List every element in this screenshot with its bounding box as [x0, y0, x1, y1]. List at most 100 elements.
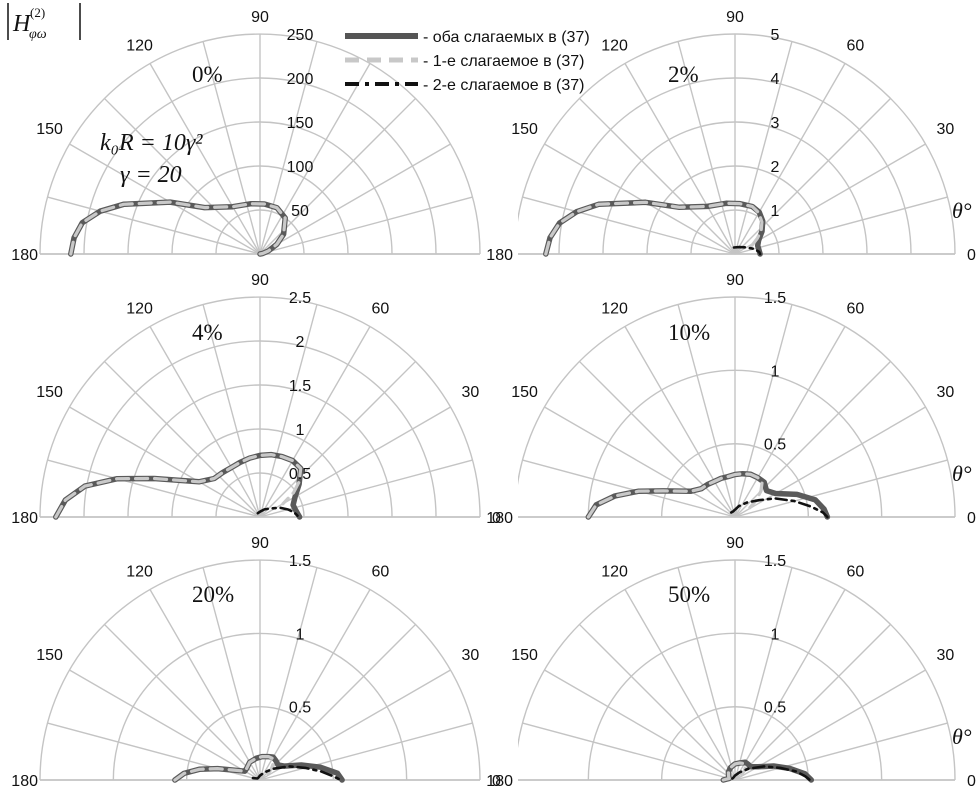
polar-grid: [518, 33, 956, 255]
polar-grid: [39, 559, 481, 781]
angle-tick-60: 60: [372, 564, 390, 581]
angle-tick-30: 30: [462, 647, 480, 664]
grid-spoke: [47, 459, 261, 518]
series-line-2: [54, 453, 303, 519]
polar-grid: [518, 559, 956, 781]
radial-tick-2: 2: [296, 334, 305, 351]
radial-tick-1.5: 1.5: [764, 553, 786, 570]
angle-tick-120: 120: [601, 301, 628, 318]
series-group: [172, 753, 345, 783]
grid-spoke: [677, 567, 736, 781]
angle-tick-180: 180: [11, 247, 38, 264]
grid-spoke: [259, 326, 371, 518]
angle-tick-0: 0: [967, 510, 976, 527]
radial-tick-0.5: 0.5: [764, 700, 786, 717]
radial-tick-5: 5: [771, 27, 780, 44]
angle-tick-150: 150: [511, 121, 538, 138]
series-group: [543, 199, 766, 257]
panel-percent-label: 10%: [668, 320, 710, 345]
grid-spoke: [677, 41, 736, 255]
angle-tick-150: 150: [36, 647, 63, 664]
series-group: [585, 470, 831, 520]
angle-tick-90: 90: [251, 272, 269, 289]
grid-spoke: [544, 143, 736, 255]
grid-spoke: [103, 623, 261, 781]
angle-tick-0: 0: [492, 773, 501, 790]
angle-tick-180: 180: [486, 773, 513, 790]
formula-line-2: γ = 20: [120, 162, 182, 188]
angle-tick-60: 60: [847, 564, 865, 581]
series-line-3: [729, 497, 829, 519]
grid-spoke: [522, 459, 736, 518]
radial-tick-50: 50: [291, 203, 309, 220]
grid-spoke: [734, 304, 793, 518]
polar-panel-3: 180 150 120 90 60 30 0 0.5 1 1.5 2 2.5 4%: [11, 272, 501, 527]
angle-tick-150: 150: [36, 121, 63, 138]
legend-label-both: - оба слагаемых в (37): [423, 29, 590, 46]
angle-tick-60: 60: [847, 38, 865, 55]
grid-spoke: [578, 97, 736, 255]
grid-spoke: [522, 722, 736, 781]
radial-tick-150: 150: [287, 115, 314, 132]
angle-tick-90: 90: [251, 535, 269, 552]
grid-spoke: [47, 196, 261, 255]
series-line-2: [69, 200, 287, 256]
grid-spoke: [259, 589, 371, 781]
legend: - оба слагаемых в (37) - 1-е слагаемое в…: [345, 29, 590, 94]
grid-spoke: [578, 623, 736, 781]
radial-tick-1: 1: [296, 626, 305, 643]
grid-spoke: [259, 406, 451, 518]
grid-spoke: [202, 41, 261, 255]
angle-tick-90: 90: [726, 272, 744, 289]
grid-spoke: [734, 63, 846, 255]
polar-grid: [39, 296, 481, 518]
angle-tick-180: 180: [486, 510, 513, 527]
grid-spoke: [578, 360, 736, 518]
grid-spoke: [259, 41, 318, 255]
series-group: [53, 451, 304, 520]
series-group: [720, 759, 815, 783]
angle-tick-30: 30: [937, 647, 955, 664]
grid-spoke: [149, 589, 261, 781]
grid-spoke: [69, 669, 261, 781]
polar-grid: [518, 296, 956, 518]
radial-tick-200: 200: [287, 71, 314, 88]
grid-spoke: [734, 589, 846, 781]
grid-spoke: [259, 143, 451, 255]
grid-spoke: [734, 196, 948, 255]
ylabel-sup: (2): [30, 5, 45, 20]
grid-spoke: [202, 567, 261, 781]
radial-tick-0.5: 0.5: [764, 437, 786, 454]
grid-spoke: [734, 326, 846, 518]
grid-spoke: [677, 304, 736, 518]
grid-spoke: [259, 304, 318, 518]
radial-tick-1: 1: [296, 422, 305, 439]
formula-line-1: k₀R = 10γ²: [100, 130, 203, 156]
radial-tick-250: 250: [287, 27, 314, 44]
angle-tick-60: 60: [372, 301, 390, 318]
grid-spoke: [734, 567, 793, 781]
grid-spoke: [734, 722, 948, 781]
grid-spoke: [624, 63, 736, 255]
grid-spoke: [259, 63, 371, 255]
polar-panel-2: 180 150 120 90 60 30 0 1 2 3 4 5 2% θ°: [486, 9, 976, 264]
series-line-3: [256, 506, 300, 519]
angle-tick-30: 30: [937, 384, 955, 401]
angle-tick-90: 90: [251, 9, 269, 26]
grid-spoke: [259, 623, 417, 781]
radial-tick-1.5: 1.5: [289, 553, 311, 570]
grid-spoke: [624, 326, 736, 518]
radial-tick-3: 3: [771, 115, 780, 132]
grid-spoke: [259, 567, 318, 781]
angle-tick-30: 30: [462, 384, 480, 401]
angle-tick-180: 180: [11, 510, 38, 527]
grid-spoke: [522, 196, 736, 255]
panel-percent-label: 50%: [668, 582, 710, 607]
ylabel-main: H: [12, 11, 32, 37]
polar-panel-6: 180 150 120 90 60 30 0 0.5 1 1.5 50% θ°: [486, 535, 976, 790]
grid-spoke: [734, 669, 926, 781]
angle-tick-0: 0: [967, 247, 976, 264]
grid-spoke: [259, 669, 451, 781]
angle-tick-60: 60: [847, 301, 865, 318]
